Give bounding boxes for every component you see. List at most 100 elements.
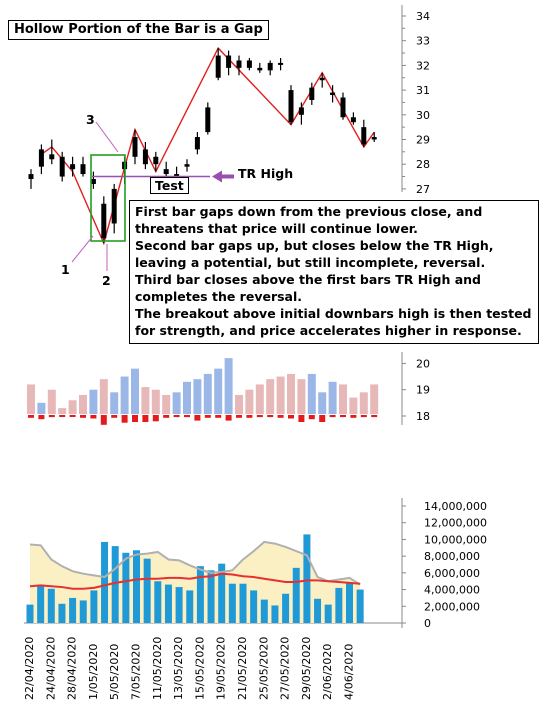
indicator-bar: [162, 394, 171, 414]
indicator-tick-label: 19: [416, 384, 430, 397]
indicator-red-bar: [184, 415, 190, 418]
indicator-red-bar: [298, 415, 305, 422]
indicator-red-bar: [340, 415, 346, 418]
volume-grey-line: [29, 540, 361, 586]
indicator-bar: [193, 379, 202, 414]
indicator-bar: [27, 384, 35, 414]
indicator-red-bar: [225, 415, 232, 421]
indicator-bar: [183, 381, 191, 414]
price-bar-body: [267, 62, 273, 71]
price-bar-body: [184, 164, 190, 167]
volume-bar: [111, 546, 119, 623]
price-bar-body: [70, 164, 76, 170]
indicator-bar: [47, 389, 56, 414]
indicator-bar: [255, 384, 264, 414]
indicator-bar: [172, 392, 181, 414]
indicator-bar: [266, 379, 275, 414]
bar-number-3: 3: [86, 112, 95, 127]
volume-bar: [186, 590, 194, 623]
price-bar-body: [309, 87, 315, 100]
volume-tick-label: 0: [424, 617, 431, 630]
indicator-red-bar: [277, 415, 284, 418]
price-bar-body: [226, 55, 232, 68]
price-bar-body: [361, 127, 367, 145]
indicator-tick-label: 20: [416, 357, 430, 370]
x-tick-label: 15/05/2020: [193, 637, 206, 700]
volume-bar: [356, 589, 364, 623]
price-bar-body: [132, 137, 138, 157]
indicator-red-bar: [48, 415, 55, 418]
volume-bar: [346, 582, 353, 623]
chart-title: Hollow Portion of the Bar is a Gap: [8, 20, 269, 40]
price-bar-body: [257, 67, 263, 71]
indicator-red-bar: [215, 415, 222, 418]
x-tick-label: 24/04/2020: [44, 637, 57, 700]
volume-bar: [303, 534, 311, 623]
indicator-red-bar: [142, 415, 149, 422]
price-bar-body: [142, 149, 148, 165]
volume-bar: [47, 588, 55, 623]
indicator-red-bar: [256, 415, 263, 418]
indicator-tick-label: 18: [416, 410, 430, 423]
indicator-bar: [141, 387, 150, 414]
x-tick-label: 13/05/2020: [172, 637, 185, 700]
explanation-note: First bar gaps down from the previous cl…: [129, 200, 539, 344]
indicator-bar: [224, 358, 233, 414]
bar-number-1: 1: [61, 262, 70, 277]
volume-bar: [250, 590, 258, 623]
volume-bar: [58, 603, 66, 623]
indicator-red-bar: [111, 415, 118, 418]
x-tick-label: 11/05/2020: [151, 637, 164, 700]
indicator-red-bar: [360, 415, 367, 418]
x-tick-label: 5/05/2020: [108, 644, 121, 700]
volume-bar: [26, 604, 34, 623]
volume-tick-label: 4,000,000: [424, 584, 480, 597]
indicator-red-bar: [132, 415, 138, 422]
indicator-bar: [151, 389, 160, 414]
price-bar-body: [194, 137, 200, 150]
indicator-bar: [318, 392, 327, 414]
indicator-bar: [297, 379, 306, 414]
price-bar-body: [288, 90, 294, 123]
indicator-red-bar: [38, 415, 45, 420]
indicator-bar: [245, 389, 254, 414]
volume-bar: [37, 584, 45, 623]
indicator-red-bar: [69, 415, 76, 417]
indicator-bar: [89, 389, 98, 414]
price-bar-body: [49, 154, 55, 160]
volume-bar: [122, 552, 130, 623]
volume-bar: [207, 570, 215, 623]
indicator-red-bar: [319, 415, 326, 422]
x-tick-label: 21/05/2020: [236, 637, 249, 700]
note-line-3: Third bar closes above the first bars TR…: [135, 272, 481, 304]
volume-red-line: [29, 572, 361, 590]
volume-bar: [175, 587, 183, 623]
volume-tick-label: 2,000,000: [424, 600, 480, 613]
volume-shaded-area: [30, 541, 361, 623]
price-bar-body: [215, 55, 221, 78]
volume-tick-label: 6,000,000: [424, 567, 480, 580]
x-tick-label: 25/05/2020: [257, 637, 270, 700]
volume-tick-label: 14,000,000: [424, 500, 487, 513]
indicator-red-bar: [173, 415, 180, 418]
indicator-bar: [214, 368, 223, 414]
indicator-bars: [27, 358, 379, 425]
x-tick-label: 7/05/2020: [130, 644, 143, 700]
volume-bars: [26, 534, 364, 623]
price-tick-label: 32: [416, 59, 430, 72]
indicator-red-bar: [80, 415, 86, 418]
note-line-2: Second bar gaps up, but closes below the…: [135, 238, 494, 270]
reversal-box: [90, 154, 126, 242]
indicator-red-bar: [267, 415, 274, 418]
price-bar-body: [278, 62, 284, 65]
price-bar-body: [319, 77, 325, 81]
indicator-red-bar: [350, 415, 357, 418]
annotations: [71, 121, 234, 271]
indicator-red-bar: [152, 415, 159, 422]
indicator-red-bar: [163, 415, 170, 418]
indicator-bar: [307, 373, 316, 414]
price-bar-body: [350, 117, 356, 123]
indicator-bar: [99, 379, 108, 414]
volume-bar: [335, 587, 343, 623]
price-bar-body: [236, 60, 242, 68]
